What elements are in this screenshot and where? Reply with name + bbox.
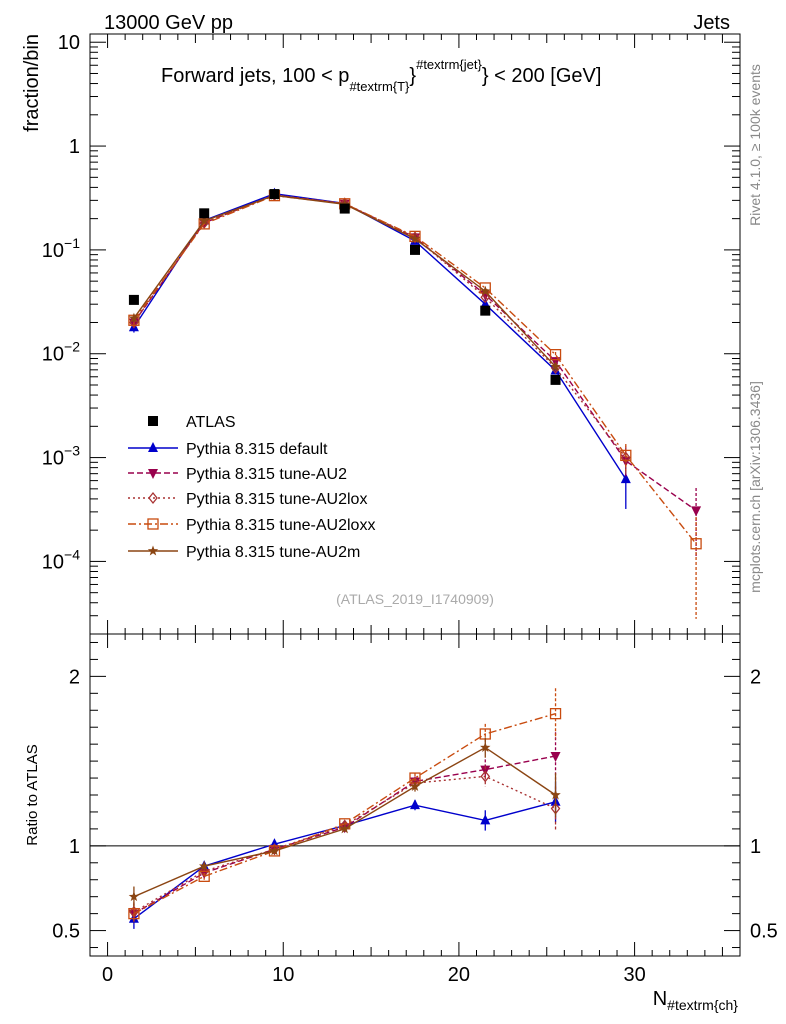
series-point-3: [620, 449, 632, 462]
plot-title-main: Forward jets, 100 < p: [161, 65, 349, 87]
ratio-line-1: [133, 755, 556, 915]
x-axis-label: N#textrm{ch}: [653, 988, 739, 1013]
watermark: (ATLAS_2019_I1740909): [336, 591, 494, 607]
ratio-panel: 0 10 20 30 0.5 0.5 1 1 2 2: [52, 634, 778, 986]
ratio-point-4: [128, 891, 140, 902]
plot-title-brace: }: [409, 65, 416, 87]
ratio-tick-label: 0.5: [52, 921, 80, 943]
series-line-2: [133, 194, 627, 459]
main-panel: 10 1 10−1 10−2 10−3 10−4: [42, 32, 741, 635]
header-right: Jets: [693, 12, 730, 34]
x-tick-label: 30: [623, 964, 645, 986]
data-point: [339, 203, 350, 214]
legend-marker-2: [148, 491, 158, 505]
ratio-point-4: [198, 860, 210, 871]
legend-label-3: Pythia 8.315 tune-AU2loxx: [186, 517, 375, 534]
x-axis-label-sub: #textrm{ch}: [667, 997, 738, 1013]
rivet-label: Rivet 4.1.0, ≥ 100k events: [747, 64, 763, 226]
ratio-tick-label: 2: [69, 666, 80, 688]
ratio-tick-label-right: 0.5: [750, 921, 778, 943]
y-tick-label: 10−2: [42, 339, 80, 366]
ratio-line-2: [133, 775, 556, 913]
series-point-2: [480, 291, 491, 304]
plot-title-sup: #textrm{jet}: [416, 57, 482, 72]
series-point-2: [620, 451, 631, 464]
x-tick-label: 20: [448, 964, 470, 986]
legend-marker-1: [148, 469, 158, 479]
legend-label-data: ATLAS: [186, 414, 236, 431]
legend-marker-data: [148, 416, 158, 426]
data-point: [480, 305, 491, 316]
plot-title-brace2: }: [482, 65, 494, 87]
series-point-1: [691, 506, 702, 517]
ratio-point-4: [269, 845, 280, 856]
y-tick-label: 10−1: [42, 235, 80, 262]
ratio-point-4: [550, 789, 561, 800]
ratio-point-2: [480, 770, 491, 783]
series-line-4: [133, 194, 557, 368]
ratio-frame: [89, 633, 741, 957]
ratio-line-3: [133, 712, 556, 915]
x-tick-label: 10: [272, 964, 294, 986]
data-point: [269, 189, 280, 200]
ratio-point-2: [269, 843, 280, 856]
ratio-point-2: [129, 905, 139, 918]
series-point-4: [128, 312, 140, 323]
ratio-point-0: [480, 814, 491, 825]
x-tick-label: 0: [102, 964, 113, 986]
mcplots-label: mcplots.cern.ch [arXiv:1306.3436]: [747, 381, 763, 593]
series-line-0: [133, 192, 627, 480]
legend-label-2: Pythia 8.315 tune-AU2lox: [186, 491, 367, 508]
ratio-tick-label: 1: [69, 836, 80, 858]
series-point-0: [620, 473, 631, 484]
ratio-point-4: [339, 823, 350, 834]
series-point-4: [550, 361, 561, 372]
legend-marker-0: [148, 442, 158, 452]
ratio-point-4: [409, 781, 421, 791]
data-point: [410, 244, 420, 255]
series-point-4: [198, 215, 210, 226]
legend-marker-3: [147, 518, 159, 530]
y-axis-label: fraction/bin: [21, 34, 43, 132]
ratio-point-0: [410, 799, 420, 810]
plot-title: Forward jets, 100 < p#textrm{T}}#textrm{…: [161, 57, 601, 94]
y-tick-label: 10−3: [42, 443, 80, 470]
y-tick-label: 1: [69, 136, 80, 158]
ratio-tick-label-right: 1: [750, 836, 761, 858]
ratio-point-4: [480, 742, 491, 752]
series-point-4: [480, 285, 491, 296]
y-tick-label: 10: [58, 32, 80, 54]
ratio-tick-label-right: 2: [750, 666, 761, 688]
ratio-point-3: [198, 870, 210, 882]
legend: ATLAS Pythia 8.315 default Pythia 8.315 tu…: [128, 414, 375, 561]
legend-label-1: Pythia 8.315 tune-AU2: [186, 466, 347, 483]
header-left: 13000 GeV pp: [104, 12, 233, 34]
data-point: [128, 294, 139, 305]
ratio-y-axis-label: Ratio to ATLAS: [24, 744, 41, 845]
y-tick-label: 10−4: [42, 546, 80, 573]
data-point: [550, 374, 561, 385]
data-point: [199, 208, 210, 219]
x-axis-label-main: N: [653, 988, 667, 1010]
ratio-point-1: [550, 752, 561, 763]
series-point-4: [409, 233, 421, 244]
series-point-3: [690, 538, 702, 550]
ratio-point-3: [549, 708, 562, 720]
series-point-3: [549, 349, 562, 361]
legend-label-0: Pythia 8.315 default: [186, 441, 328, 458]
plot-title-sub: #textrm{T}: [349, 79, 410, 94]
legend-marker-4: [147, 545, 159, 556]
ratio-point-3: [128, 907, 140, 920]
plot-title-tail: < 200 [GeV]: [494, 65, 601, 87]
legend-label-4: Pythia 8.315 tune-AU2m: [186, 544, 360, 561]
